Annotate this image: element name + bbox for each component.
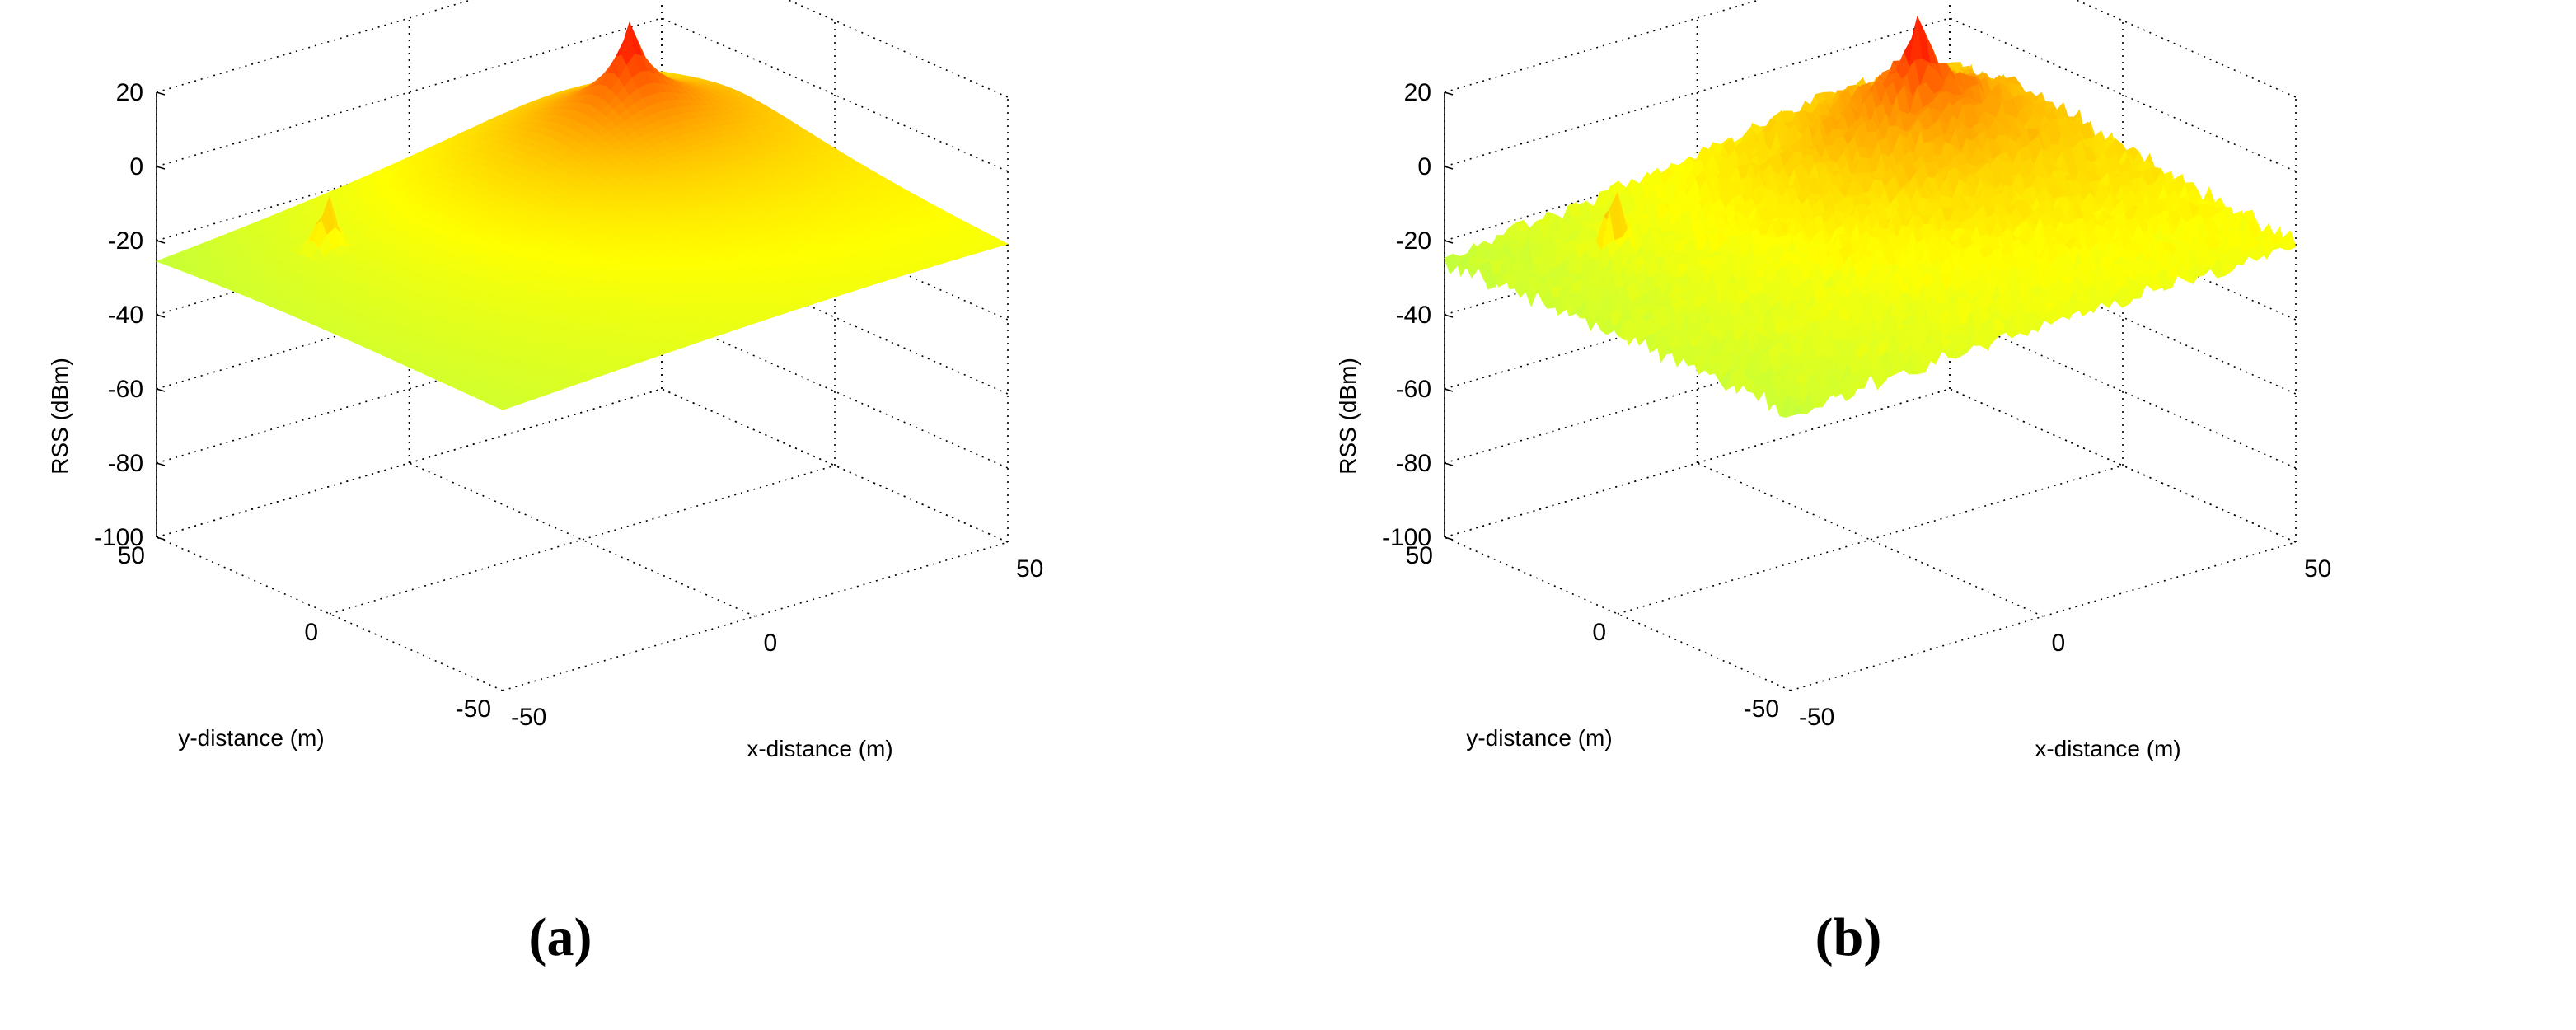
x-tick-label: -50 [511, 704, 546, 731]
z-tick-mark [156, 388, 166, 392]
z-tick-label: -20 [108, 227, 143, 255]
z-tick-label: -60 [108, 376, 143, 403]
y-tick-label: 0 [304, 619, 318, 646]
floor-grid-y [1617, 465, 2124, 615]
z-tick-label: 20 [116, 79, 143, 106]
z-tick-mark [156, 462, 166, 466]
grid-line-z [156, 240, 1009, 395]
chart-a-xlabel: x-distance (m) [747, 736, 892, 761]
z-tick-mark [156, 314, 166, 318]
x-tick-label: 50 [1016, 555, 1043, 583]
chart-a-caption: (a) [528, 907, 592, 967]
chart-a-zlabel: RSS (dBm) [47, 358, 73, 475]
floor-grid-x [1697, 462, 2044, 617]
grid-line-z [156, 0, 1009, 98]
grid-line-z [156, 17, 1009, 172]
z-tick-mark [156, 166, 166, 170]
chart-panel-a: 20 0 -20 -40 -60 -80 -100 -50 0 50 -50 0 50 RSS (dBm… [47, 0, 1043, 967]
floor-grid-x [409, 462, 756, 617]
chart-a-ylabel: y-distance (m) [178, 725, 324, 751]
z-tick-mark [156, 240, 166, 244]
grid-line-z [156, 314, 1009, 469]
y-tick-label: 50 [118, 542, 145, 569]
z-tick-mark [156, 91, 166, 96]
z-tick-label: -80 [108, 450, 143, 477]
z-tick-label: 0 [129, 153, 143, 180]
x-tick-label: 0 [764, 630, 778, 657]
y-tick-label: -50 [456, 695, 491, 723]
z-tick-label: -40 [108, 302, 143, 329]
chart-panel-b: 20 0 -20 -40 -60 -80 -100 -50 0 50 -50 0 50 RSS (dBm… [1288, 0, 2576, 1030]
chart-b-surface [1444, 16, 2297, 419]
chart-a-surface [155, 21, 1009, 410]
floor-grid-y [329, 465, 836, 615]
